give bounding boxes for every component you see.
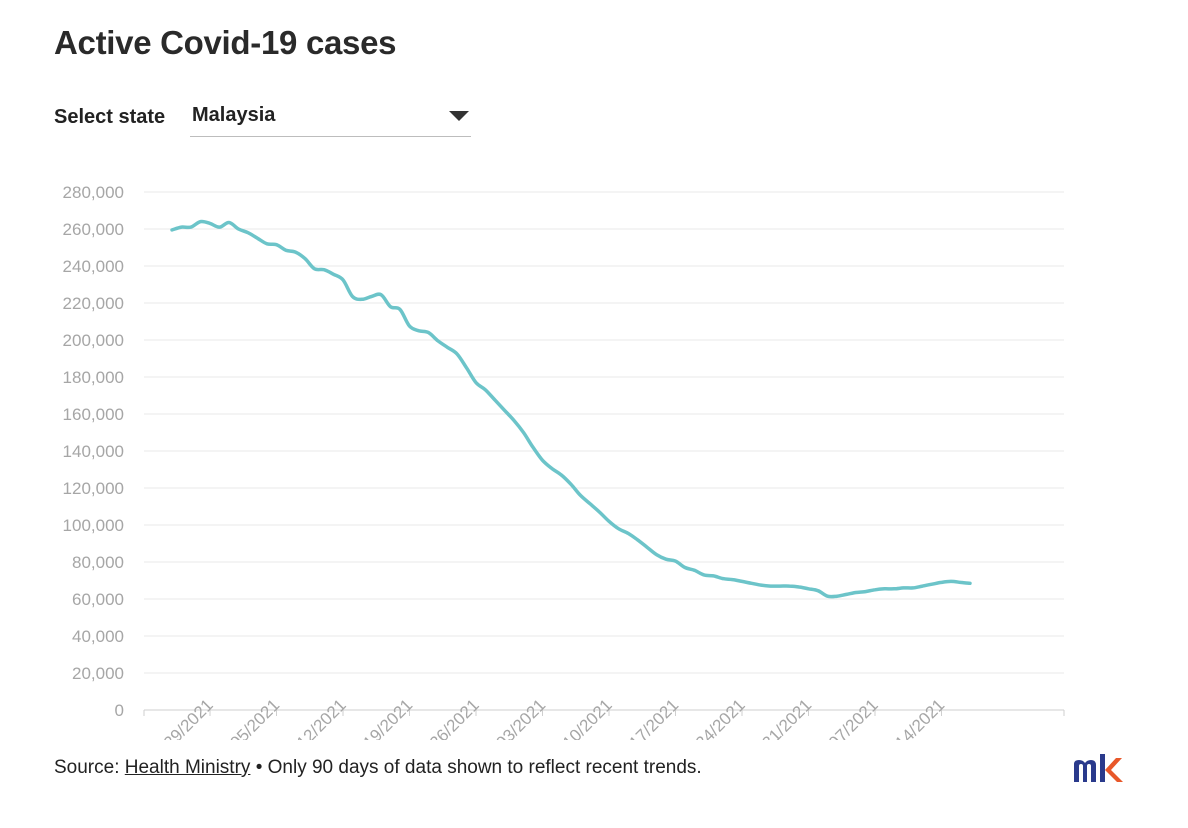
y-tick-label: 160,000 <box>63 405 124 424</box>
source-footer: Source: Health Ministry • Only 90 days o… <box>54 757 702 779</box>
footer-note: • Only 90 days of data shown to reflect … <box>255 757 702 778</box>
x-tick-label: 10/24/2021 <box>675 695 749 740</box>
source-link[interactable]: Health Ministry <box>124 757 251 778</box>
x-tick-label: 11/14/2021 <box>876 695 949 740</box>
y-tick-label: 240,000 <box>63 257 124 276</box>
chart-title: Active Covid-19 cases <box>54 24 397 61</box>
state-dropdown-value: Malaysia <box>192 104 276 126</box>
chevron-down-icon <box>449 111 469 121</box>
active-cases-line <box>170 219 972 599</box>
line-chart: 0 20,000 40,000 60,000 80,000 100,000 120,000 1… <box>63 183 1065 740</box>
y-axis-ticks: 0 20,000 40,000 60,000 80,000 100,000 120,000 1… <box>63 183 124 720</box>
y-tick-label: 100,000 <box>63 516 124 535</box>
y-tick-label: 280,000 <box>63 183 124 202</box>
state-selector: Select state Malaysia <box>54 100 474 140</box>
y-tick-label: 80,000 <box>72 553 124 572</box>
mk-logo-icon <box>1074 754 1123 782</box>
state-dropdown[interactable]: Malaysia <box>190 100 471 137</box>
x-tick-label: 10/31/2021 <box>742 695 816 740</box>
y-tick-label: 40,000 <box>72 627 124 646</box>
y-tick-label: 220,000 <box>63 294 124 313</box>
x-tick-label: 10/10/2021 <box>542 695 616 740</box>
y-tick-label: 260,000 <box>63 220 124 239</box>
x-axis-ticks: 08/29/202109/05/202109/12/202109/19/2021… <box>143 695 1065 740</box>
chart-series <box>170 219 972 599</box>
chart-grid <box>144 191 1064 711</box>
y-tick-label: 60,000 <box>72 590 124 609</box>
x-tick-label: 09/19/2021 <box>343 695 417 740</box>
select-state-label: Select state <box>54 106 166 128</box>
x-tick-label: 10/17/2021 <box>609 695 683 740</box>
y-tick-label: 0 <box>115 701 124 720</box>
x-tick-label: 11/07/2021 <box>809 695 882 740</box>
y-tick-label: 200,000 <box>63 331 124 350</box>
source-prefix: Source: <box>54 757 120 778</box>
x-tick-label: 08/29/2021 <box>143 695 217 740</box>
x-tick-label: 10/03/2021 <box>476 695 550 740</box>
x-tick-label: 09/26/2021 <box>409 695 483 740</box>
x-tick-label: 09/05/2021 <box>210 695 284 740</box>
x-tick-label: 09/12/2021 <box>276 695 350 740</box>
y-tick-label: 140,000 <box>63 442 124 461</box>
y-tick-label: 120,000 <box>63 479 124 498</box>
y-tick-label: 20,000 <box>72 664 124 683</box>
y-tick-label: 180,000 <box>63 368 124 387</box>
